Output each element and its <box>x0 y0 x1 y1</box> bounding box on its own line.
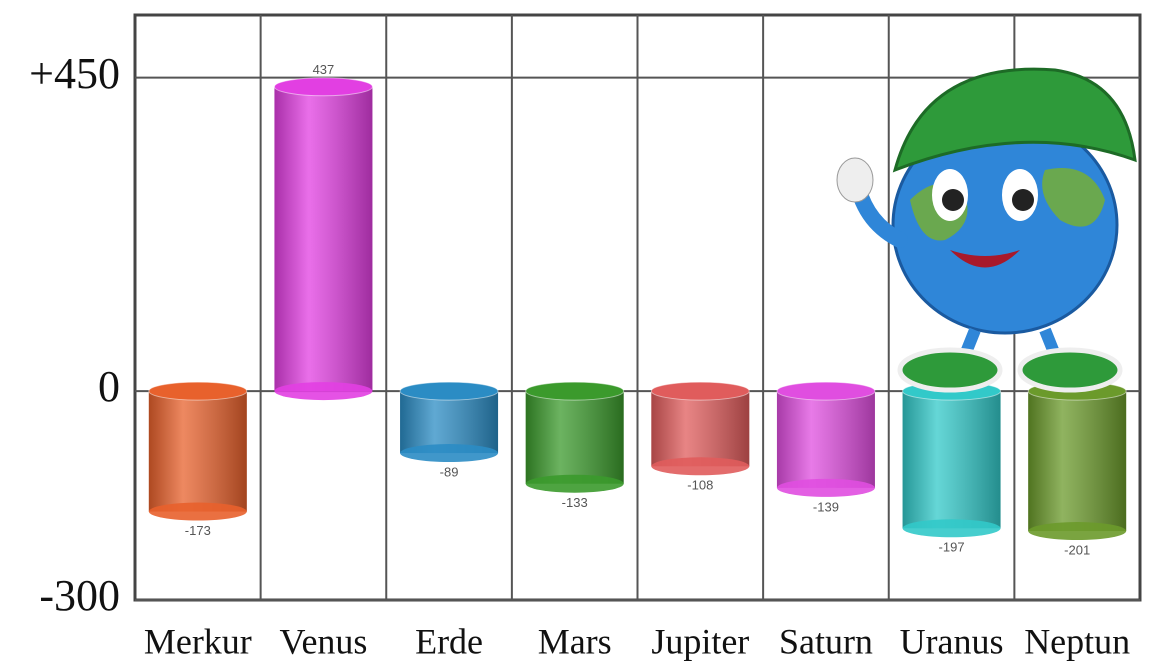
bar-shade <box>525 391 624 484</box>
bar-shade <box>902 391 1001 529</box>
x-tick-label: Uranus <box>900 621 1004 661</box>
mascot <box>836 67 1137 393</box>
bar-cap <box>399 381 499 401</box>
y-tick-label: +450 <box>29 49 120 98</box>
bar-end <box>148 502 247 521</box>
x-tick-label: Merkur <box>144 621 252 661</box>
bar-cap <box>273 77 373 97</box>
bar-end <box>1028 522 1127 541</box>
x-tick-label: Erde <box>415 621 483 661</box>
value-label: -89 <box>440 464 459 479</box>
x-tick-label: Saturn <box>779 621 873 661</box>
x-tick-label: Venus <box>279 621 367 661</box>
bar-end <box>525 474 624 493</box>
bar-end <box>274 382 373 401</box>
bar-cap <box>650 381 750 401</box>
value-label: -139 <box>813 499 839 514</box>
bar-end <box>902 519 1001 538</box>
value-label: -108 <box>687 478 713 493</box>
bar-end <box>400 444 499 463</box>
bar-shade <box>651 391 750 467</box>
bar-end <box>651 457 750 476</box>
value-label: 437 <box>313 62 335 77</box>
value-label: -133 <box>562 495 588 510</box>
bar-end <box>776 478 875 497</box>
value-label: -197 <box>939 540 965 555</box>
value-label: -173 <box>185 523 211 538</box>
y-tick-label: 0 <box>98 362 120 411</box>
bar-shade <box>1028 391 1127 532</box>
bar-cap <box>525 381 625 401</box>
bar-shade <box>400 391 499 454</box>
value-label: -201 <box>1064 542 1090 557</box>
category-separators <box>259 15 1016 600</box>
y-tick-label: -300 <box>39 571 120 620</box>
bar-cap <box>776 381 876 401</box>
x-tick-label: Neptun <box>1024 621 1130 661</box>
bar-shade <box>776 391 875 488</box>
bar-cap <box>148 381 248 401</box>
bar-shade <box>148 391 247 512</box>
x-tick-label: Jupiter <box>651 621 749 661</box>
bar-shade <box>274 86 373 392</box>
x-tick-label: Mars <box>538 621 612 661</box>
